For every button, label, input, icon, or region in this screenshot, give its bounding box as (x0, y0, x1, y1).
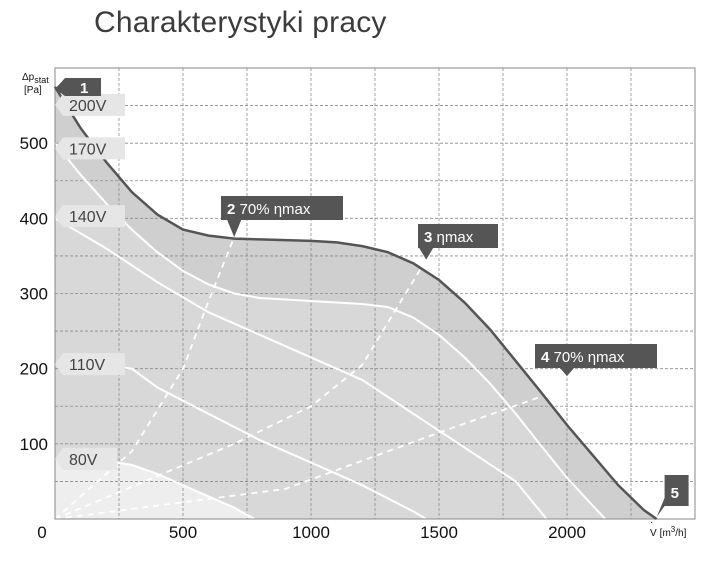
voltage-tag-bg (55, 447, 117, 470)
point-callout-4: 4 70% ηmax (535, 344, 657, 377)
x-tick-label: 500 (169, 523, 197, 542)
y-axis-label: Δpstat (22, 72, 49, 85)
y-tick-label: 300 (20, 285, 48, 304)
voltage-tag-bg (55, 93, 125, 116)
voltage-tag-bg (55, 205, 125, 228)
callout-bg (418, 224, 498, 260)
voltage-tag-text: 170V (69, 141, 107, 158)
point-callout-5: 5 (656, 475, 689, 517)
envelope-curve (53, 86, 658, 521)
voltage-tag-text: 200V (69, 98, 107, 115)
y-tick-label: 400 (20, 209, 48, 228)
point-callout-1: 1 (55, 78, 101, 97)
voltage-tag-text: 140V (69, 209, 107, 226)
x-axis-unit-post: /h] (675, 528, 686, 539)
voltage-label-140v: 140V (55, 205, 125, 228)
y-tick-label: 100 (20, 435, 48, 454)
callout-text: 3 ηmax (424, 229, 474, 246)
x-tick-label: 2000 (548, 523, 586, 542)
voltage-label-110v: 110V (55, 353, 125, 376)
curve-140v (54, 217, 548, 520)
chart-title: Charakterystyki pracy (94, 6, 387, 39)
efficiency-line-3 (54, 259, 427, 520)
voltage-tag-text: 110V (69, 357, 106, 374)
voltage-tag-bg (55, 137, 125, 160)
callout-label: 70% ηmax (235, 201, 311, 218)
callout-text: 4 70% ηmax (541, 349, 625, 366)
curve-170v (54, 142, 607, 520)
callout-number: 4 (541, 349, 550, 366)
voltage-label-170v: 170V (55, 137, 125, 160)
callout-bg (535, 344, 657, 377)
y-tick-label: 500 (20, 134, 48, 153)
x-axis-dot: · (650, 517, 653, 528)
point-callout-3: 3 ηmax (418, 224, 498, 260)
callout-label: 70% ηmax (549, 349, 625, 366)
point-callout-2: 2 70% ηmax (221, 196, 343, 238)
callout-bg (221, 196, 343, 238)
callout-number: 2 (227, 201, 235, 218)
callout-bg (55, 78, 101, 96)
callout-text: 2 70% ηmax (227, 201, 311, 218)
y-axis-unit: [Pa] (24, 85, 42, 96)
voltage-tag-bg (55, 353, 125, 376)
x-axis-unit-sup: 3 (671, 525, 676, 534)
callout-label: ηmax (432, 229, 473, 246)
callout-number: 3 (424, 229, 432, 246)
x-axis-unit-pre: [m (660, 528, 671, 539)
y-axis-sub: stat (34, 75, 49, 85)
x-tick-label: 1500 (420, 523, 458, 542)
plot-frame (54, 67, 696, 520)
axis-ticks: 0 500 1000 1500 2000 100 200 300 400 500 (20, 134, 586, 542)
efficiency-line-4 (54, 379, 581, 520)
curve-200v (53, 86, 658, 521)
voltage-labels: 200V 170V 140V 110V 80V (55, 93, 125, 470)
y-tick-label: 200 (20, 360, 48, 379)
efficiency-lines (54, 236, 581, 520)
x-axis-label: V [m3/h] (650, 525, 687, 539)
voltage-label-200v: 200V (55, 93, 125, 116)
callout-number: 5 (671, 485, 679, 502)
x-axis-symbol: V (650, 528, 657, 539)
x-tick-label: 1000 (292, 523, 330, 542)
y-axis-symbol: Δp (22, 72, 35, 83)
voltage-label-80v: 80V (55, 447, 117, 470)
x-tick-label: 0 (37, 523, 46, 542)
efficiency-line-2 (54, 236, 236, 520)
callout-number: 1 (80, 80, 88, 97)
point-callouts: 1 2 70% ηmax 3 ηmax 4 70% ηmax 5 (55, 78, 689, 517)
voltage-tag-text: 80V (69, 452, 98, 469)
callout-bg (656, 475, 689, 517)
